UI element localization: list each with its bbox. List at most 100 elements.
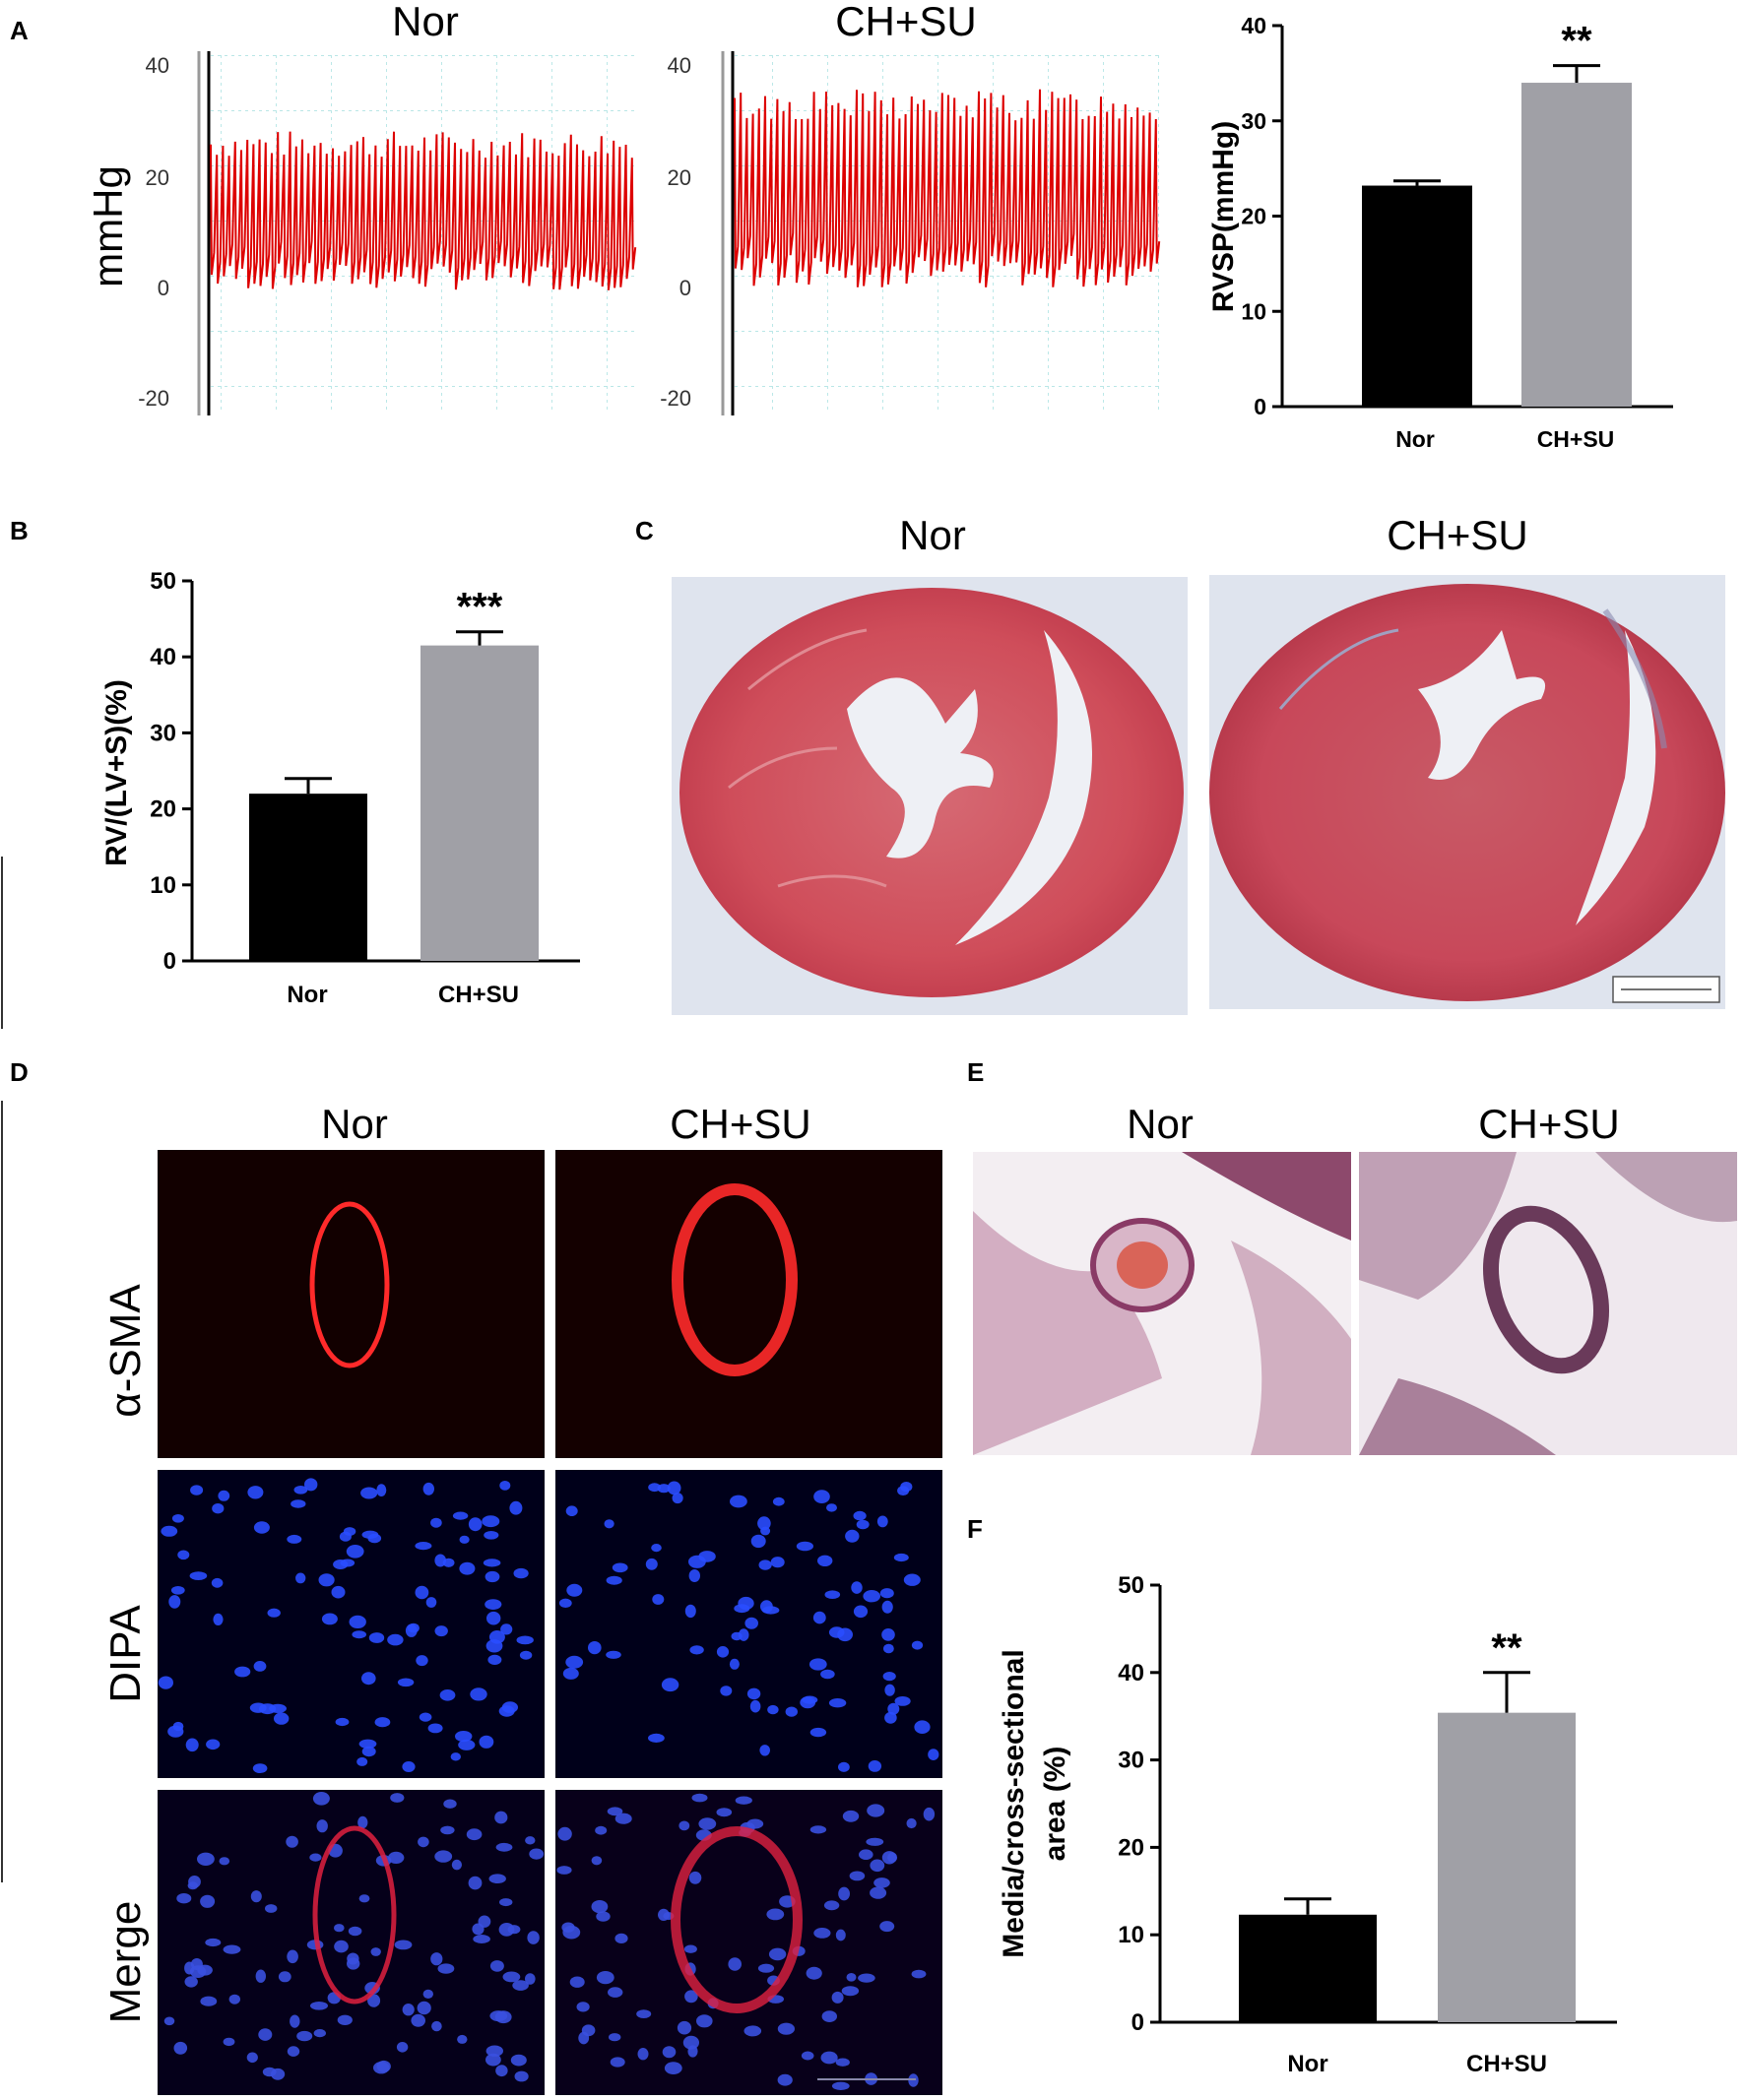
nucleus bbox=[516, 1635, 534, 1645]
nucleus bbox=[730, 1495, 747, 1508]
nucleus bbox=[495, 2065, 508, 2077]
nucleus bbox=[796, 1541, 814, 1552]
nucleus bbox=[487, 1654, 502, 1665]
media-area-bar-chart: 0 10 20 30 40 50 Media/cross-sectional area (%)… bbox=[998, 1572, 1617, 2077]
nucleus bbox=[290, 2014, 300, 2028]
nucleus bbox=[200, 1894, 216, 1908]
panel-label-a: A bbox=[10, 16, 29, 45]
nucleus bbox=[527, 1931, 540, 1944]
nucleus bbox=[777, 2073, 793, 2086]
nucleus bbox=[835, 2058, 850, 2067]
panel-label-c: C bbox=[635, 516, 654, 545]
nucleus bbox=[318, 1573, 335, 1587]
nucleus bbox=[430, 1517, 442, 1528]
nucleus bbox=[396, 2042, 409, 2053]
nucleus bbox=[688, 1871, 702, 1884]
nucleus bbox=[683, 1944, 697, 1953]
nucleus bbox=[482, 1515, 500, 1528]
bar-chsu bbox=[1438, 1712, 1576, 2022]
nucleus bbox=[651, 1544, 662, 1553]
category-label: Nor bbox=[1395, 426, 1435, 452]
nucleus bbox=[485, 2053, 501, 2067]
nucleus bbox=[457, 2034, 468, 2044]
nucleus bbox=[411, 2013, 426, 2027]
nucleus bbox=[581, 2024, 596, 2037]
nucleus bbox=[286, 1835, 298, 1848]
nucleus bbox=[494, 1811, 508, 1824]
nucleus bbox=[452, 1511, 469, 1520]
nucleus bbox=[881, 1628, 895, 1641]
nucleus bbox=[358, 1739, 377, 1750]
trace-title-nor: Nor bbox=[392, 0, 459, 44]
ifl-asma-chsu bbox=[555, 1150, 942, 1458]
nucleus bbox=[595, 1825, 608, 1835]
nucleus bbox=[439, 1689, 456, 1701]
nucleus bbox=[838, 1886, 850, 1901]
nucleus bbox=[213, 1613, 224, 1625]
panel-label-b: B bbox=[10, 516, 29, 545]
nucleus bbox=[735, 1796, 752, 1805]
nucleus bbox=[679, 1820, 690, 1831]
nucleus bbox=[729, 1658, 740, 1670]
significance-marker: *** bbox=[457, 586, 503, 629]
nucleus bbox=[728, 1957, 742, 1971]
nucleus bbox=[425, 1597, 437, 1608]
ifl-asma-nor bbox=[158, 1150, 545, 1458]
nucleus bbox=[858, 1973, 875, 1983]
y-axis-label: RVSP(mmHg) bbox=[1207, 121, 1240, 312]
nucleus bbox=[691, 1793, 708, 1803]
nucleus bbox=[911, 1969, 927, 1979]
nucleus bbox=[189, 1965, 207, 1978]
nucleus bbox=[837, 1627, 853, 1642]
nucleus bbox=[459, 1561, 476, 1575]
nucleus bbox=[785, 1706, 798, 1717]
nucleus bbox=[513, 1567, 529, 1579]
trace-ylabel: mmHg bbox=[85, 165, 131, 287]
nucleus bbox=[614, 1813, 632, 1824]
y-axis-label: area (%) bbox=[1039, 1747, 1071, 1862]
nucleus bbox=[267, 1608, 281, 1618]
nucleus bbox=[512, 1980, 529, 1991]
y-tick-label: 10 bbox=[1241, 298, 1266, 324]
nucleus bbox=[339, 1531, 352, 1542]
nucleus bbox=[484, 1531, 499, 1540]
ifl-merge-nor bbox=[158, 1790, 545, 2095]
nucleus bbox=[800, 1696, 816, 1709]
nucleus bbox=[859, 1849, 873, 1860]
nucleus bbox=[168, 1595, 181, 1609]
nucleus bbox=[591, 1900, 609, 1914]
nucleus bbox=[903, 1573, 921, 1586]
nucleus bbox=[562, 1925, 581, 1940]
nucleus bbox=[821, 2010, 837, 2022]
nucleus bbox=[525, 1973, 536, 1985]
nucleus bbox=[498, 1923, 515, 1937]
nucleus bbox=[750, 1534, 766, 1549]
nucleus bbox=[828, 1698, 847, 1708]
nucleus bbox=[291, 1499, 306, 1508]
nucleus bbox=[271, 2068, 286, 2080]
rvsp-bar-chart: 0 10 20 30 40 RVSP(mmHg) Nor CH+SU ** bbox=[1207, 13, 1673, 452]
nucleus bbox=[357, 1815, 368, 1829]
nucleus bbox=[390, 1793, 405, 1803]
nucleus bbox=[808, 1658, 827, 1671]
nucleus bbox=[219, 1857, 230, 1866]
nucleus bbox=[882, 1672, 896, 1682]
nucleus bbox=[556, 1866, 572, 1875]
nucleus bbox=[334, 1924, 345, 1933]
nucleus bbox=[873, 1877, 890, 1888]
heart-section-chsu bbox=[1209, 575, 1725, 1009]
nucleus bbox=[870, 1859, 885, 1873]
nucleus bbox=[483, 1559, 501, 1567]
nucleus bbox=[473, 1935, 490, 1943]
nucleus bbox=[418, 1836, 429, 1848]
y-tick-label: 50 bbox=[150, 568, 176, 595]
nucleus bbox=[883, 1643, 894, 1654]
nucleus bbox=[645, 1558, 658, 1570]
nucleus bbox=[361, 1672, 376, 1686]
trace-wave-chsu bbox=[734, 89, 1161, 287]
nucleus bbox=[870, 1886, 887, 1899]
y-tick-label: 50 bbox=[1118, 1572, 1144, 1599]
nucleus bbox=[884, 1684, 895, 1696]
nucleus bbox=[287, 2046, 300, 2057]
nucleus bbox=[419, 1712, 432, 1722]
